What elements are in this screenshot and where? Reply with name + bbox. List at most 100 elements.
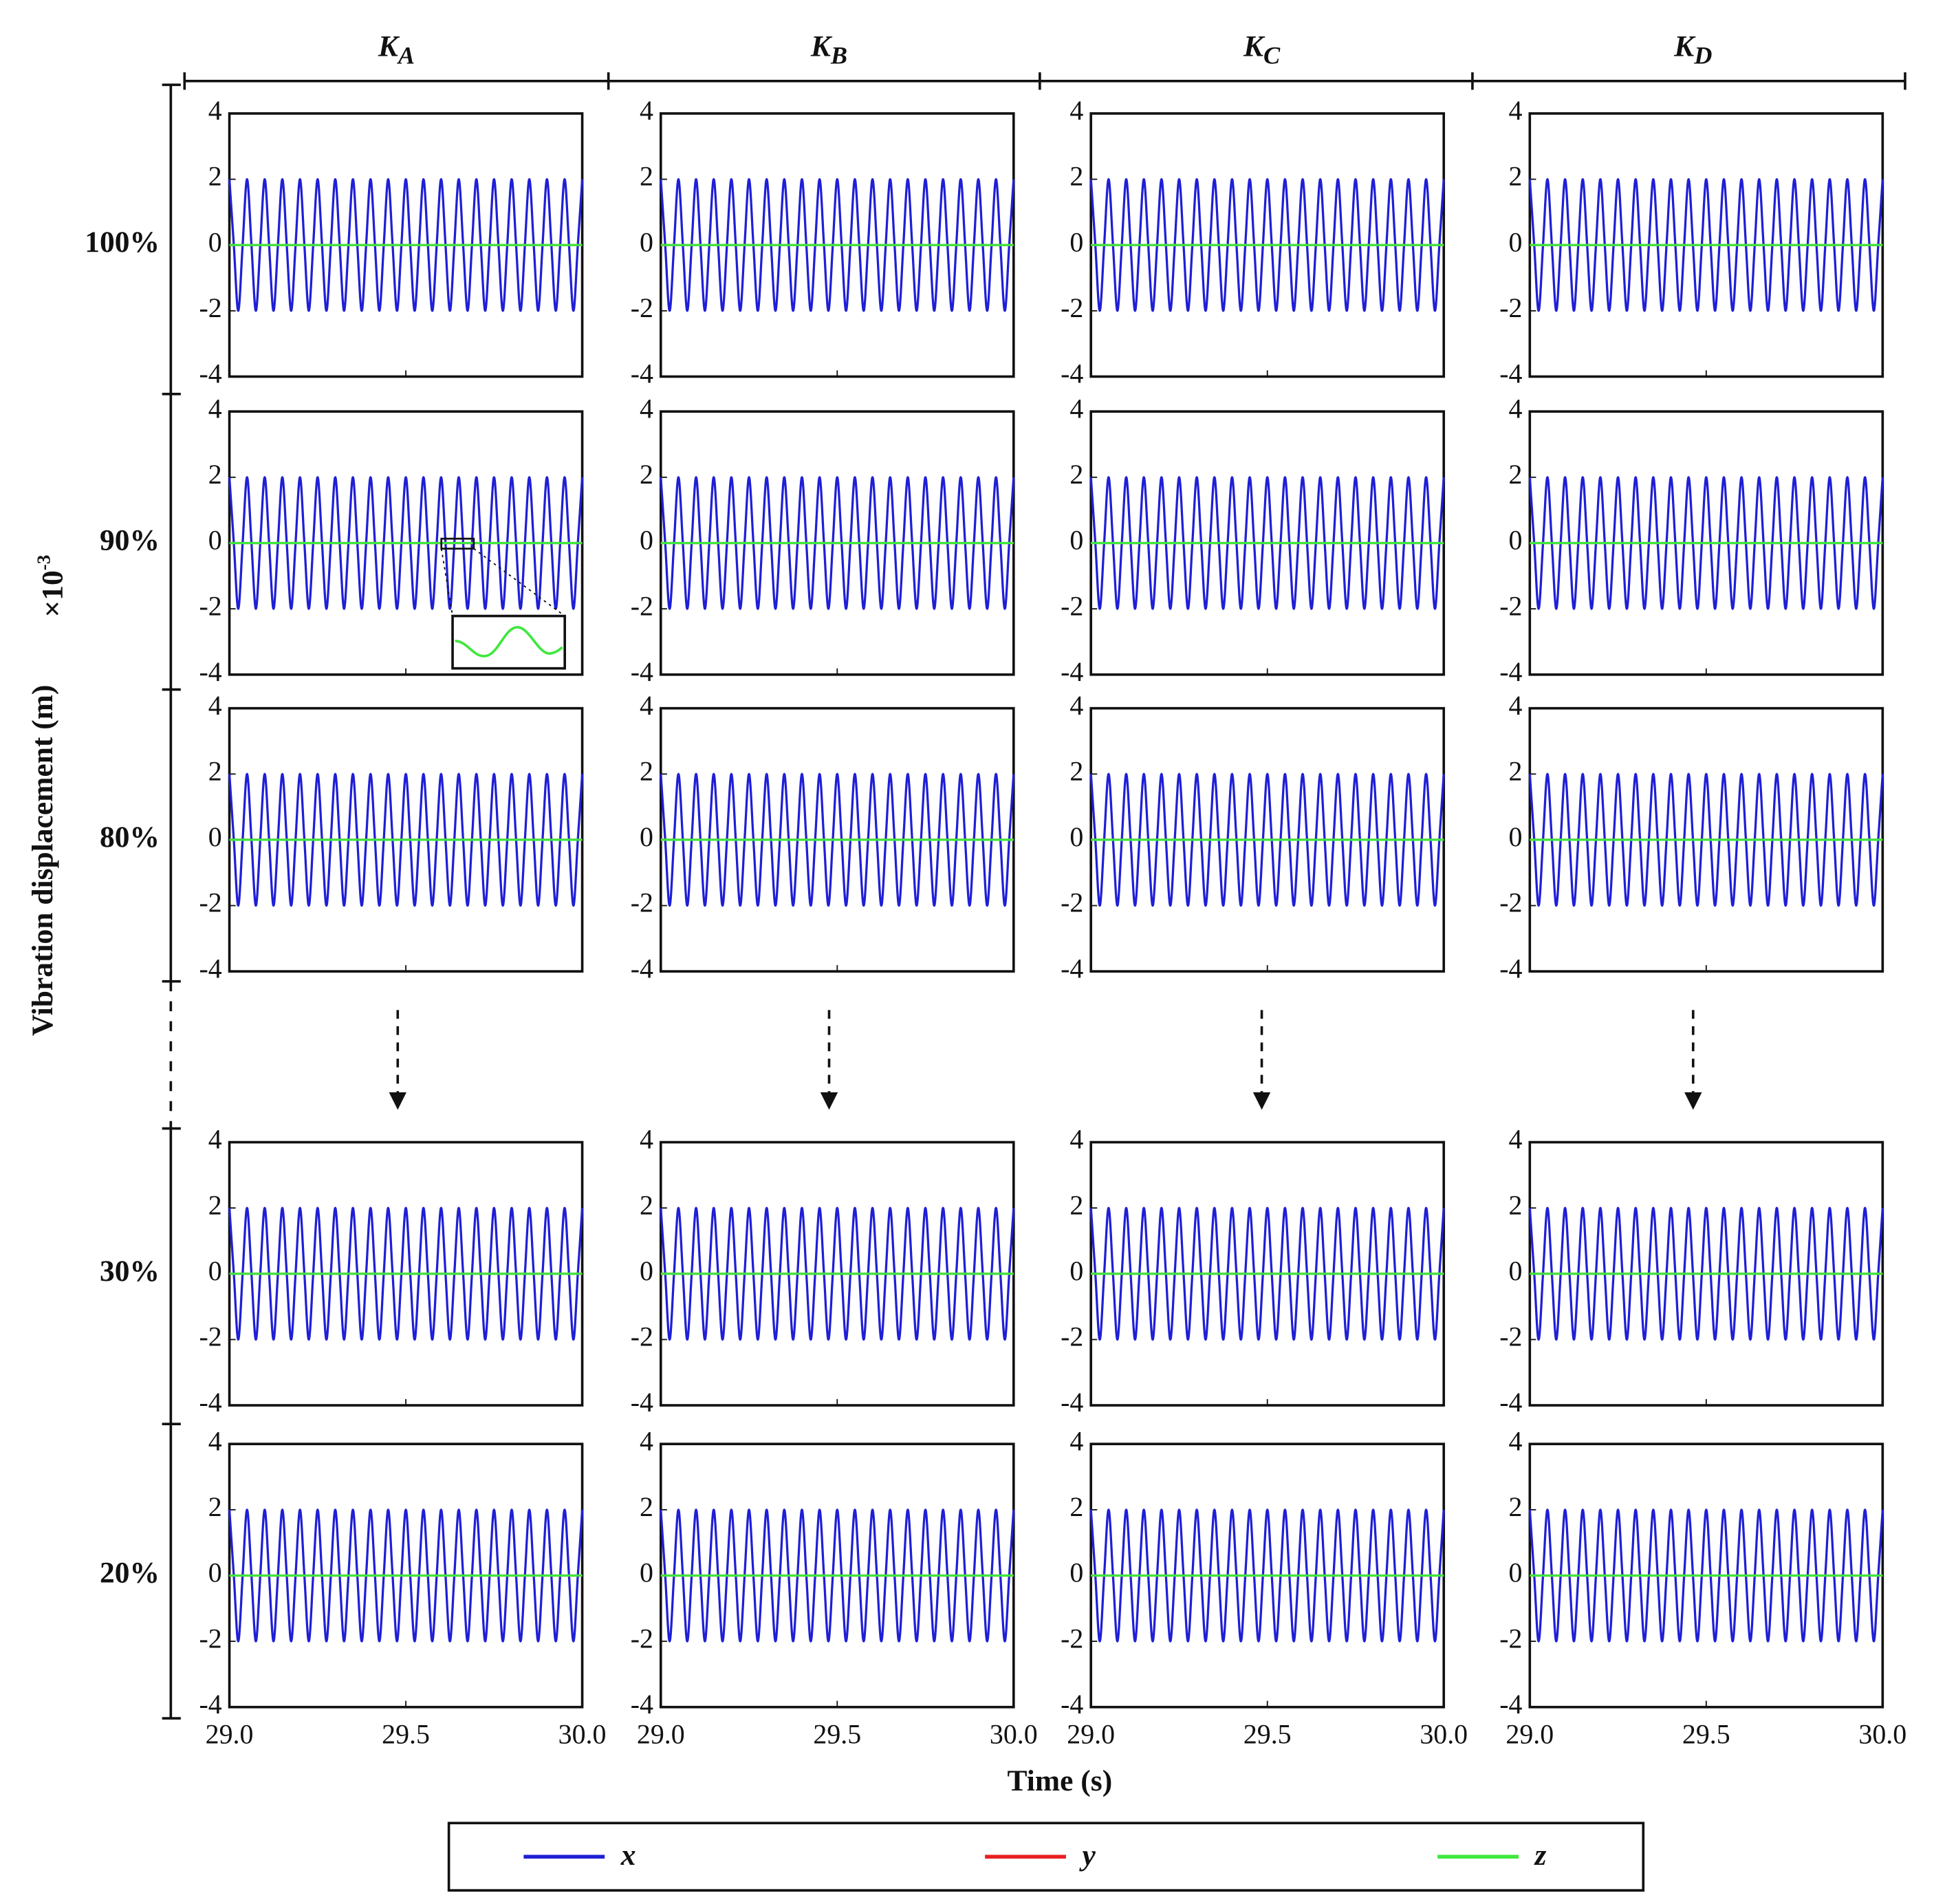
legend-label: x: [620, 1839, 636, 1872]
y-tick-label: -2: [1061, 1321, 1083, 1352]
y-tick-label: 4: [1508, 690, 1522, 721]
series-line: [660, 177, 1015, 312]
series-line: [1528, 177, 1884, 312]
y-tick-label: 4: [640, 393, 653, 424]
y-tick-label: -2: [1499, 1623, 1522, 1654]
y-tick-label: -2: [1499, 887, 1522, 918]
panel: 4 2 0 -2 -4: [1061, 1124, 1446, 1418]
y-tick-label: 4: [208, 1425, 222, 1456]
y-tick-label: 0: [208, 525, 222, 556]
column-header: KB: [810, 30, 847, 69]
panel: 4 2 0 -2 -4: [1061, 690, 1446, 984]
x-tick-label: 30.0: [990, 1718, 1038, 1749]
x-axis-title: Time (s): [1008, 1764, 1113, 1797]
column-header-base: K: [378, 30, 400, 63]
column-header-base: K: [1243, 30, 1265, 63]
column-header-subscript: C: [1263, 41, 1281, 69]
panel: 4 2 0 -2 -4: [631, 393, 1015, 687]
y-tick-label: -2: [1499, 1321, 1522, 1352]
series-line: [1089, 1207, 1445, 1341]
y-tick-label: 0: [640, 1557, 653, 1588]
continuation-arrows: [389, 1010, 1702, 1110]
y-tick-label: 4: [1508, 95, 1522, 126]
series-line: [1089, 476, 1445, 610]
x-tick-label: 29.0: [206, 1718, 254, 1749]
y-tick-label: 2: [640, 755, 653, 786]
y-tick-label: 4: [208, 1124, 222, 1155]
row-label: 90%: [100, 523, 160, 556]
row-label: 80%: [100, 821, 160, 854]
column-header-base: K: [1673, 30, 1696, 63]
x-tick-label: 29.5: [813, 1718, 861, 1749]
series-line: [660, 1207, 1015, 1341]
panel: 4 2 0 -2 -429.0 29.5 30.0: [199, 1425, 606, 1749]
row-label: 20%: [100, 1556, 160, 1589]
panel: 4 2 0 -2 -4: [631, 95, 1015, 389]
y-tick-label: -4: [199, 1387, 221, 1418]
y-tick-label: -2: [1061, 292, 1083, 323]
panel: 4 2 0 -2 -4: [631, 1124, 1015, 1418]
y-tick-label: 0: [208, 821, 222, 852]
y-tick-label: 0: [640, 821, 653, 852]
y-tick-label: 0: [1508, 1557, 1522, 1588]
y-tick-label: -2: [199, 1321, 221, 1352]
zoom-inset: [440, 537, 567, 670]
panel: 4 2 0 -2 -4: [1499, 1124, 1884, 1418]
y-tick-label: 2: [640, 161, 653, 192]
x-tick-label: 30.0: [1420, 1718, 1468, 1749]
legend-label: y: [1079, 1839, 1096, 1872]
y-tick-label: -2: [631, 1321, 653, 1352]
series-line: [1528, 476, 1884, 610]
y-tick-label: 4: [208, 393, 222, 424]
zoom-frame: [451, 614, 567, 670]
y-tick-label: 4: [640, 690, 653, 721]
y-tick-label: 4: [208, 95, 222, 126]
column-header-subscript: A: [397, 41, 415, 69]
y-tick-label: -2: [1061, 590, 1083, 621]
x-tick-label: 29.0: [637, 1718, 685, 1749]
x-tick-label: 29.5: [382, 1718, 430, 1749]
y-tick-label: 0: [640, 525, 653, 556]
panel: 4 2 0 -2 -429.0 29.5 30.0: [1061, 1425, 1468, 1749]
panel: 4 2 0 -2 -4: [631, 690, 1015, 984]
y-tick-label: 0: [1069, 1557, 1083, 1588]
zoom-curve: [455, 626, 563, 658]
y-tick-label: -2: [631, 1623, 653, 1654]
y-tick-label: -4: [1499, 953, 1522, 984]
y-tick-label: 0: [1508, 226, 1522, 257]
y-tick-label: 2: [208, 1189, 222, 1220]
y-tick-label: -4: [1061, 358, 1083, 389]
y-tick-label: 2: [1069, 459, 1083, 490]
column-header: KC: [1243, 30, 1281, 69]
y-tick-label: 2: [640, 1189, 653, 1220]
y-tick-label: -2: [1499, 292, 1522, 323]
y-tick-label: 2: [208, 161, 222, 192]
series-line: [1089, 177, 1445, 312]
y-tick-label: -2: [1499, 590, 1522, 621]
y-tick-label: 2: [640, 1491, 653, 1522]
y-tick-label: 2: [1508, 1189, 1522, 1220]
y-tick-label: 2: [208, 755, 222, 786]
zoom-connector: [473, 548, 565, 617]
y-tick-label: 2: [208, 1491, 222, 1522]
panel: 4 2 0 -2 -4: [1061, 95, 1446, 389]
row-label: 100%: [85, 226, 160, 259]
zoom-region: [440, 537, 475, 550]
series-line: [660, 772, 1015, 907]
y-tick-label: -2: [631, 590, 653, 621]
y-tick-label: 2: [640, 459, 653, 490]
y-tick-label: -4: [1499, 1689, 1522, 1720]
column-header-subscript: D: [1693, 41, 1712, 69]
y-tick-label: -2: [199, 1623, 221, 1654]
panel: 4 2 0 -2 -4: [1499, 690, 1884, 984]
y-tick-label: 2: [1069, 755, 1083, 786]
x-tick-label: 29.5: [1243, 1718, 1292, 1749]
series-line: [228, 177, 584, 312]
multiplier-base: ×10: [36, 570, 69, 617]
column-header-base: K: [810, 30, 833, 63]
y-tick-label: -4: [631, 358, 653, 389]
row-label: 30%: [100, 1255, 160, 1288]
y-tick-label: 0: [1069, 226, 1083, 257]
series-line: [228, 476, 584, 610]
y-tick-label: 4: [1069, 1425, 1083, 1456]
